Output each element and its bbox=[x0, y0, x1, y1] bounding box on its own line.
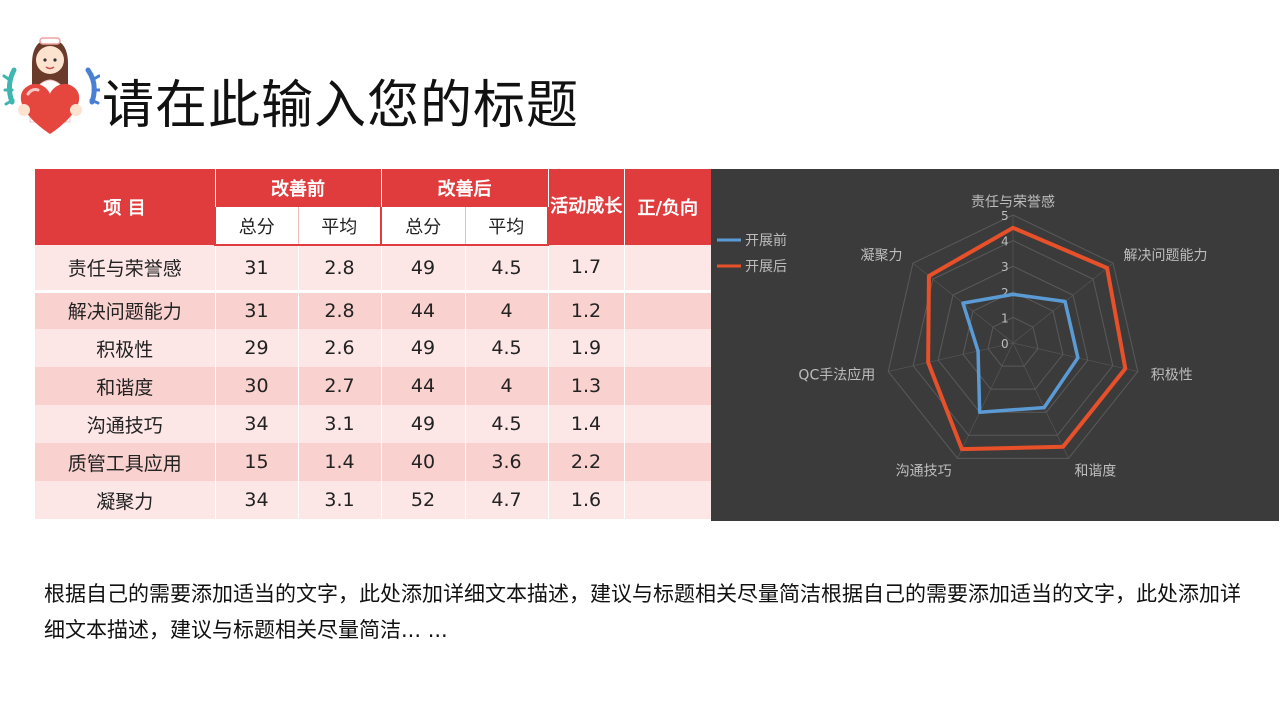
cell-before-total: 15 bbox=[215, 443, 299, 481]
cell-after-avg: 4 bbox=[465, 367, 549, 405]
cell-sign bbox=[624, 481, 711, 519]
cell-before-avg: 2.6 bbox=[298, 329, 382, 367]
table-row: 和谐度 30 2.7 44 4 1.3 bbox=[35, 367, 711, 405]
axis-label: 解决问题能力 bbox=[1123, 248, 1207, 264]
axis-label: 沟通技巧 bbox=[896, 463, 952, 479]
axis-label: QC手法应用 bbox=[798, 366, 875, 383]
axis-label: 和谐度 bbox=[1074, 463, 1116, 479]
row-name: 质管工具应用 bbox=[35, 443, 216, 481]
cell-growth: 2.2 bbox=[548, 443, 625, 481]
cell-sign bbox=[624, 443, 711, 481]
cell-after-total: 44 bbox=[381, 291, 466, 329]
tick-label: 5 bbox=[1001, 209, 1009, 223]
cell-sign bbox=[624, 291, 711, 329]
row-name: 解决问题能力 bbox=[35, 291, 216, 329]
grid-ring bbox=[887, 214, 1139, 459]
cell-after-total: 49 bbox=[381, 405, 466, 443]
cell-sign bbox=[624, 367, 711, 405]
tick-label: 0 bbox=[1001, 337, 1009, 351]
header-after-total: 总分 bbox=[381, 207, 466, 246]
cell-sign bbox=[624, 329, 711, 367]
grid-spoke bbox=[1012, 262, 1114, 344]
row-name: 积极性 bbox=[35, 329, 216, 367]
header-item: 项 目 bbox=[35, 169, 216, 245]
cell-growth: 1.4 bbox=[548, 405, 625, 443]
axis-label: 责任与荣誉感 bbox=[971, 194, 1055, 211]
series-line-after bbox=[926, 225, 1128, 452]
cell-after-total: 44 bbox=[381, 367, 466, 405]
row-name: 凝聚力 bbox=[35, 481, 216, 519]
cell-after-total: 49 bbox=[381, 245, 466, 293]
description-text: 根据自己的需要添加适当的文字，此处添加详细文本描述，建议与标题相关尽量简洁根据自… bbox=[44, 582, 1241, 642]
grid-spoke bbox=[957, 342, 1014, 459]
table-row: 责任与荣誉感 31 2.8 49 4.5 1.7 bbox=[35, 245, 711, 293]
header-after: 改善后 bbox=[381, 169, 549, 207]
radar-chart: 0 1 2 3 4 5 责任与荣誉感解决问题能力积极性和谐度 沟通技巧 QC手法应用 凝聚力 开展前… bbox=[711, 169, 1279, 521]
cell-before-total: 34 bbox=[215, 405, 299, 443]
cell-before-avg: 2.7 bbox=[298, 367, 382, 405]
cell-before-avg: 2.8 bbox=[298, 245, 382, 293]
cell-before-avg: 3.1 bbox=[298, 405, 382, 443]
axis-label: 凝聚力 bbox=[861, 248, 903, 264]
grid-spoke bbox=[1012, 342, 1138, 372]
cell-before-avg: 2.8 bbox=[298, 291, 382, 329]
cell-before-total: 29 bbox=[215, 329, 299, 367]
cell-before-total: 34 bbox=[215, 481, 299, 519]
grid-spoke bbox=[888, 342, 1014, 372]
cell-after-avg: 4 bbox=[465, 291, 549, 329]
table-row: 质管工具应用 15 1.4 40 3.6 2.2 bbox=[35, 443, 711, 481]
table-row: 凝聚力 34 3.1 52 4.7 1.6 bbox=[35, 481, 711, 519]
cell-after-avg: 4.5 bbox=[465, 329, 549, 367]
heart-woman-logo bbox=[2, 30, 102, 142]
legend-label: 开展后 bbox=[745, 259, 787, 275]
cell-after-avg: 4.5 bbox=[465, 405, 549, 443]
table-row: 积极性 29 2.6 49 4.5 1.9 bbox=[35, 329, 711, 367]
page-title: 请在此输入您的标题 bbox=[102, 76, 580, 136]
cell-growth: 1.7 bbox=[548, 245, 625, 293]
cell-sign bbox=[624, 245, 711, 293]
grid-ring bbox=[962, 291, 1064, 390]
cell-after-avg: 4.5 bbox=[465, 245, 549, 293]
table-row: 解决问题能力 31 2.8 44 4 1.2 bbox=[35, 291, 711, 329]
grid-ring bbox=[937, 265, 1089, 413]
header-growth: 活动成长 bbox=[548, 169, 625, 245]
series-line-before bbox=[961, 292, 1080, 414]
row-name: 责任与荣誉感 bbox=[35, 245, 216, 293]
header-after-avg: 平均 bbox=[465, 207, 549, 246]
cell-before-total: 31 bbox=[215, 291, 299, 329]
row-name: 沟通技巧 bbox=[35, 405, 216, 443]
tick-label: 1 bbox=[1001, 311, 1009, 325]
cell-sign bbox=[624, 405, 711, 443]
header-before: 改善前 bbox=[215, 169, 382, 207]
tick-label: 2 bbox=[1001, 286, 1009, 300]
table-row: 沟通技巧 34 3.1 49 4.5 1.4 bbox=[35, 405, 711, 443]
tick-label: 3 bbox=[1001, 260, 1009, 274]
cell-growth: 1.2 bbox=[548, 291, 625, 329]
cell-growth: 1.3 bbox=[548, 367, 625, 405]
tick-label: 4 bbox=[1001, 235, 1009, 249]
grid-ring bbox=[987, 316, 1039, 367]
grid-spoke bbox=[1012, 342, 1069, 459]
cell-after-total: 52 bbox=[381, 481, 466, 519]
cell-growth: 1.9 bbox=[548, 329, 625, 367]
cell-after-avg: 3.6 bbox=[465, 443, 549, 481]
cell-before-avg: 3.1 bbox=[298, 481, 382, 519]
cell-growth: 1.6 bbox=[548, 481, 625, 519]
qc-comparison-table: 项 目 改善前 改善后 活动成长 正/负向 总分 平均 总分 平均 责任与荣誉感… bbox=[35, 169, 711, 519]
header-before-total: 总分 bbox=[214, 207, 299, 246]
cell-after-total: 49 bbox=[381, 329, 466, 367]
cell-before-avg: 1.4 bbox=[298, 443, 382, 481]
cell-before-total: 30 bbox=[215, 367, 299, 405]
axis-label: 积极性 bbox=[1151, 367, 1193, 383]
cell-after-avg: 4.7 bbox=[465, 481, 549, 519]
row-name: 和谐度 bbox=[35, 367, 216, 405]
cell-after-total: 40 bbox=[381, 443, 466, 481]
legend-label: 开展前 bbox=[745, 232, 787, 249]
header-before-avg: 平均 bbox=[298, 207, 382, 246]
cell-before-total: 31 bbox=[215, 245, 299, 293]
header-sign: 正/负向 bbox=[624, 169, 711, 245]
